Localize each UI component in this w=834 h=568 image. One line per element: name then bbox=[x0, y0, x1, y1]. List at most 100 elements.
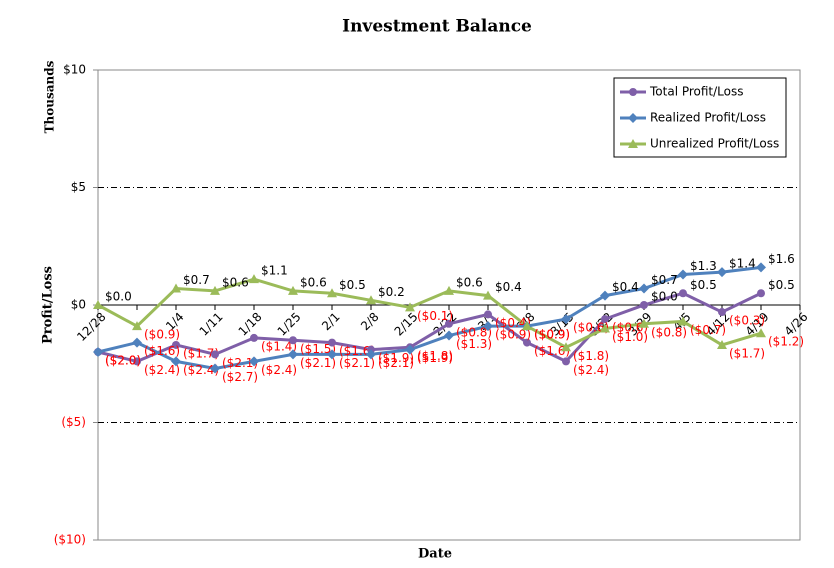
data-label: $0.5 bbox=[690, 278, 717, 292]
data-label: ($2.7) bbox=[222, 370, 258, 384]
x-axis-label: Date bbox=[418, 547, 452, 562]
x-tick-label: 2/8 bbox=[358, 310, 382, 334]
point bbox=[561, 342, 571, 352]
data-label: ($1.7) bbox=[183, 346, 219, 360]
point bbox=[172, 340, 180, 349]
data-label: ($0.9) bbox=[534, 328, 570, 342]
point bbox=[328, 338, 336, 347]
point bbox=[132, 337, 142, 348]
data-label: ($1.8) bbox=[417, 349, 453, 363]
point bbox=[678, 316, 688, 326]
data-label: ($1.9) bbox=[378, 351, 414, 365]
data-label: ($0.1) bbox=[417, 309, 453, 323]
data-label: ($0.6) bbox=[573, 321, 609, 335]
point bbox=[639, 318, 649, 328]
data-label: $0.2 bbox=[378, 285, 405, 299]
data-label: $1.6 bbox=[768, 252, 795, 266]
x-tick-label: 2/1 bbox=[319, 310, 343, 334]
x-tick-label: 12/28 bbox=[74, 310, 108, 344]
point bbox=[444, 330, 454, 341]
point bbox=[483, 290, 493, 300]
legend-label: Total Profit/Loss bbox=[649, 85, 744, 99]
data-label: ($1.6) bbox=[534, 344, 570, 358]
point bbox=[600, 323, 610, 333]
data-label: ($1.4) bbox=[261, 339, 297, 353]
point bbox=[756, 328, 766, 338]
data-label: ($2.4) bbox=[144, 363, 180, 377]
point bbox=[717, 339, 727, 349]
data-label: ($1.9) bbox=[417, 351, 453, 365]
display-unit: Thousands bbox=[43, 60, 57, 133]
data-label: ($0.9) bbox=[144, 328, 180, 342]
point bbox=[132, 321, 142, 331]
point bbox=[562, 357, 570, 366]
x-tick-label: 1/25 bbox=[275, 310, 304, 339]
data-label: ($0.9) bbox=[495, 328, 531, 342]
y-tick-label: $5 bbox=[71, 180, 86, 194]
legend-label: Unrealized Profit/Loss bbox=[650, 137, 779, 151]
point bbox=[93, 347, 103, 357]
data-label: ($2.0) bbox=[105, 354, 141, 368]
legend-label: Realized Profit/Loss bbox=[650, 111, 766, 125]
data-label: $1.4 bbox=[729, 257, 756, 271]
point bbox=[678, 269, 688, 280]
data-label: ($1.7) bbox=[729, 346, 765, 360]
point bbox=[171, 283, 181, 293]
point bbox=[628, 113, 638, 123]
point bbox=[93, 300, 103, 309]
point bbox=[484, 310, 492, 319]
point bbox=[289, 336, 297, 345]
point bbox=[171, 356, 181, 367]
series-line bbox=[97, 277, 762, 349]
data-label: $0.7 bbox=[183, 273, 210, 287]
point bbox=[718, 308, 726, 317]
point bbox=[250, 333, 258, 342]
data-label: $0.5 bbox=[339, 278, 366, 292]
point bbox=[640, 301, 648, 309]
y-tick-label: ($10) bbox=[54, 533, 86, 547]
data-label: $0.0 bbox=[651, 290, 678, 304]
series-line bbox=[97, 291, 762, 364]
point bbox=[628, 139, 638, 148]
point bbox=[639, 283, 649, 294]
data-label: ($0.6) bbox=[612, 321, 648, 335]
x-tick-label: 1/18 bbox=[236, 310, 265, 339]
point bbox=[211, 350, 219, 359]
data-label: $0.4 bbox=[612, 280, 639, 294]
data-label: ($2.4) bbox=[573, 363, 609, 377]
data-label: $0.6 bbox=[300, 275, 327, 289]
data-label: ($1.5) bbox=[300, 342, 336, 356]
data-label: $0.7 bbox=[651, 273, 678, 287]
data-label: ($2.4) bbox=[183, 363, 219, 377]
data-label: $0.6 bbox=[456, 275, 483, 289]
point bbox=[601, 315, 609, 324]
point bbox=[483, 321, 493, 332]
data-label: ($0.8) bbox=[651, 325, 687, 339]
x-tick-label: 1/11 bbox=[197, 310, 226, 339]
data-label: ($2.4) bbox=[261, 363, 297, 377]
point bbox=[600, 290, 610, 301]
point bbox=[327, 288, 337, 298]
data-label: $1.1 bbox=[261, 264, 288, 278]
data-label: $0.6 bbox=[222, 275, 249, 289]
point bbox=[249, 356, 259, 367]
data-label: ($0.8) bbox=[456, 325, 492, 339]
point bbox=[366, 349, 376, 360]
series-line bbox=[97, 265, 762, 370]
point bbox=[523, 338, 531, 347]
point bbox=[210, 285, 220, 295]
data-label: ($2.1) bbox=[378, 356, 414, 370]
data-label: ($1.2) bbox=[768, 335, 804, 349]
point bbox=[249, 274, 259, 284]
data-label: ($2.1) bbox=[339, 356, 375, 370]
point bbox=[717, 267, 727, 278]
point bbox=[756, 262, 766, 273]
point bbox=[444, 285, 454, 295]
data-label: ($1.8) bbox=[573, 349, 609, 363]
point bbox=[288, 285, 298, 295]
data-label: $0.5 bbox=[768, 278, 795, 292]
y-tick-label: ($5) bbox=[61, 415, 86, 429]
point bbox=[757, 289, 765, 298]
y-tick-label: $10 bbox=[63, 63, 86, 77]
data-label: ($1.6) bbox=[144, 344, 180, 358]
